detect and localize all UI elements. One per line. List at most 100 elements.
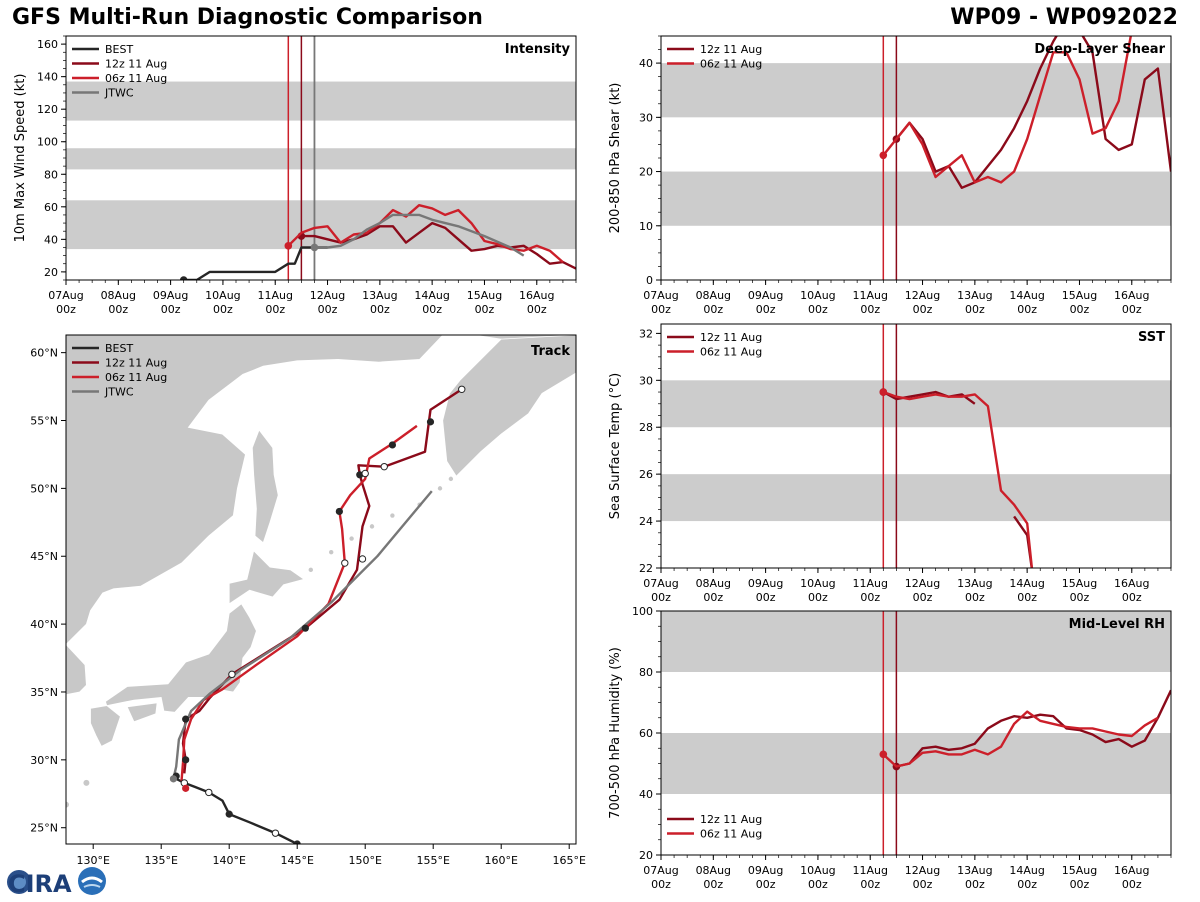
track-legend-label: 06z 11 Aug <box>105 371 167 384</box>
rh-xtick-sublabel: 00z <box>756 878 776 891</box>
track-ytick-label: 50°N <box>30 482 58 495</box>
asia-mainland-land <box>66 335 576 646</box>
shear-xtick-sublabel: 00z <box>1070 303 1090 316</box>
sst-xtick-label: 15Aug <box>1062 577 1097 590</box>
intensity-ytick-label: 80 <box>44 168 58 181</box>
sst-plot-area <box>661 324 1171 568</box>
shear-xtick-label: 14Aug <box>1009 289 1044 302</box>
intensity-ytick-label: 160 <box>37 38 58 51</box>
kuril-island <box>329 549 334 555</box>
sst-xtick-label: 11Aug <box>852 577 887 590</box>
rh-xtick-sublabel: 00z <box>651 878 671 891</box>
sst-xtick-sublabel: 00z <box>703 591 723 604</box>
intensity-series-JTWC-3 <box>314 213 525 257</box>
korea-land <box>66 643 87 696</box>
sst-xtick-label: 14Aug <box>1009 577 1044 590</box>
sst-ytick-label: 30 <box>639 374 653 387</box>
sst-series-12z-0 <box>882 390 976 405</box>
track-marker-solid-06z <box>388 441 396 449</box>
shear-title: Deep-Layer Shear <box>1034 42 1165 57</box>
shear-ytick-label: 20 <box>639 166 653 179</box>
sst-panel: 22242628303207Aug00z08Aug00z09Aug00z10Au… <box>608 323 1172 604</box>
rh-ytick-label: 80 <box>639 666 653 679</box>
kyushu-land <box>90 705 121 747</box>
track-marker-solid-JTWC <box>169 775 178 783</box>
sst-ytick-label: 26 <box>639 468 653 481</box>
sst-series-06z-2 <box>882 390 1034 568</box>
rh-xtick-label: 12Aug <box>905 864 940 877</box>
kuril-island <box>349 536 354 541</box>
track-xtick-label: 160°E <box>484 854 517 867</box>
intensity-legend-label: 12z 11 Aug <box>105 58 167 71</box>
cira-logo: CIRA <box>4 866 108 898</box>
sst-ytick-label: 22 <box>639 562 653 575</box>
shear-xtick-sublabel: 00z <box>756 303 776 316</box>
track-xtick-label: 165°E <box>552 854 585 867</box>
shear-xtick-sublabel: 00z <box>913 303 933 316</box>
sst-xtick-sublabel: 00z <box>1122 591 1142 604</box>
ryukyu-island <box>83 779 90 786</box>
intensity-xtick-sublabel: 00z <box>318 303 338 316</box>
track-xtick-label: 155°E <box>416 854 449 867</box>
track-marker-hollow-BEST <box>271 829 280 837</box>
track-marker-solid-06z <box>182 784 190 792</box>
shear-start-marker-06z <box>879 151 888 160</box>
track-marker-hollow-12z <box>458 385 466 393</box>
kamchatka-land <box>442 335 576 477</box>
intensity-ytick-label: 140 <box>37 71 58 84</box>
track-map-panel: 130°E 135°E 140°E 145°E 150°E 155°E 160°E 165°E… <box>30 334 586 867</box>
shear-series-12z-0 <box>895 36 1171 189</box>
rh-xtick-sublabel: 00z <box>860 878 880 891</box>
intensity-plot-area <box>66 36 576 280</box>
intensity-ytick-label: 120 <box>37 103 58 116</box>
track-ytick-label: 45°N <box>30 550 58 563</box>
intensity-ytick-label: 100 <box>37 136 58 149</box>
shear-ytick-label: 40 <box>639 57 653 70</box>
intensity-xtick-sublabel: 00z <box>161 303 181 316</box>
intensity-xtick-label: 15Aug <box>467 289 502 302</box>
shear-xtick-label: 08Aug <box>696 289 731 302</box>
track-legend-label: BEST <box>105 342 133 355</box>
intensity-xtick-label: 16Aug <box>519 289 554 302</box>
sst-xtick-sublabel: 00z <box>756 591 776 604</box>
intensity-band-2 <box>66 81 576 121</box>
track-xtick-label: 135°E <box>144 854 177 867</box>
hokkaido-land <box>228 550 305 605</box>
rh-xtick-label: 15Aug <box>1062 864 1097 877</box>
intensity-legend-label: BEST <box>105 43 133 56</box>
shear-xtick-sublabel: 00z <box>808 303 828 316</box>
track-marker-hollow-12z <box>228 670 236 679</box>
kuril-island <box>308 567 313 573</box>
shear-xtick-label: 09Aug <box>748 289 783 302</box>
rh-xtick-sublabel: 00z <box>808 878 828 891</box>
shear-series-06z-1 <box>882 36 1133 184</box>
intensity-xtick-label: 11Aug <box>257 289 292 302</box>
track-xtick-label: 150°E <box>348 854 381 867</box>
track-line-JTWC <box>172 490 433 780</box>
track-ytick-label: 40°N <box>30 618 58 631</box>
sst-ytick-label: 24 <box>639 515 653 528</box>
sst-title: SST <box>1138 330 1165 345</box>
intensity-legend-label: 06z 11 Aug <box>105 72 167 85</box>
rh-xtick-sublabel: 00z <box>703 878 723 891</box>
track-marker-solid-12z <box>182 756 190 764</box>
track-frame <box>65 334 577 845</box>
rh-xtick-label: 13Aug <box>957 864 992 877</box>
rh-ytick-label: 60 <box>639 727 653 740</box>
sst-xtick-sublabel: 00z <box>913 591 933 604</box>
intensity-title: Intensity <box>505 42 571 57</box>
sst-legend-label: 06z 11 Aug <box>700 346 762 359</box>
rh-ytick-label: 40 <box>639 788 653 801</box>
track-ytick-label: 35°N <box>30 686 58 699</box>
shear-xtick-label: 15Aug <box>1062 289 1097 302</box>
shear-band-0 <box>661 171 1171 226</box>
intensity-band-1 <box>66 148 576 170</box>
shear-xtick-sublabel: 00z <box>1122 303 1142 316</box>
intensity-xtick-label: 10Aug <box>205 289 240 302</box>
intensity-xtick-label: 12Aug <box>310 289 345 302</box>
shikoku-land <box>126 702 158 723</box>
logo-emblem-icon <box>78 867 106 895</box>
intensity-series-06z-2 <box>287 204 564 264</box>
shear-ytick-label: 30 <box>639 111 653 124</box>
